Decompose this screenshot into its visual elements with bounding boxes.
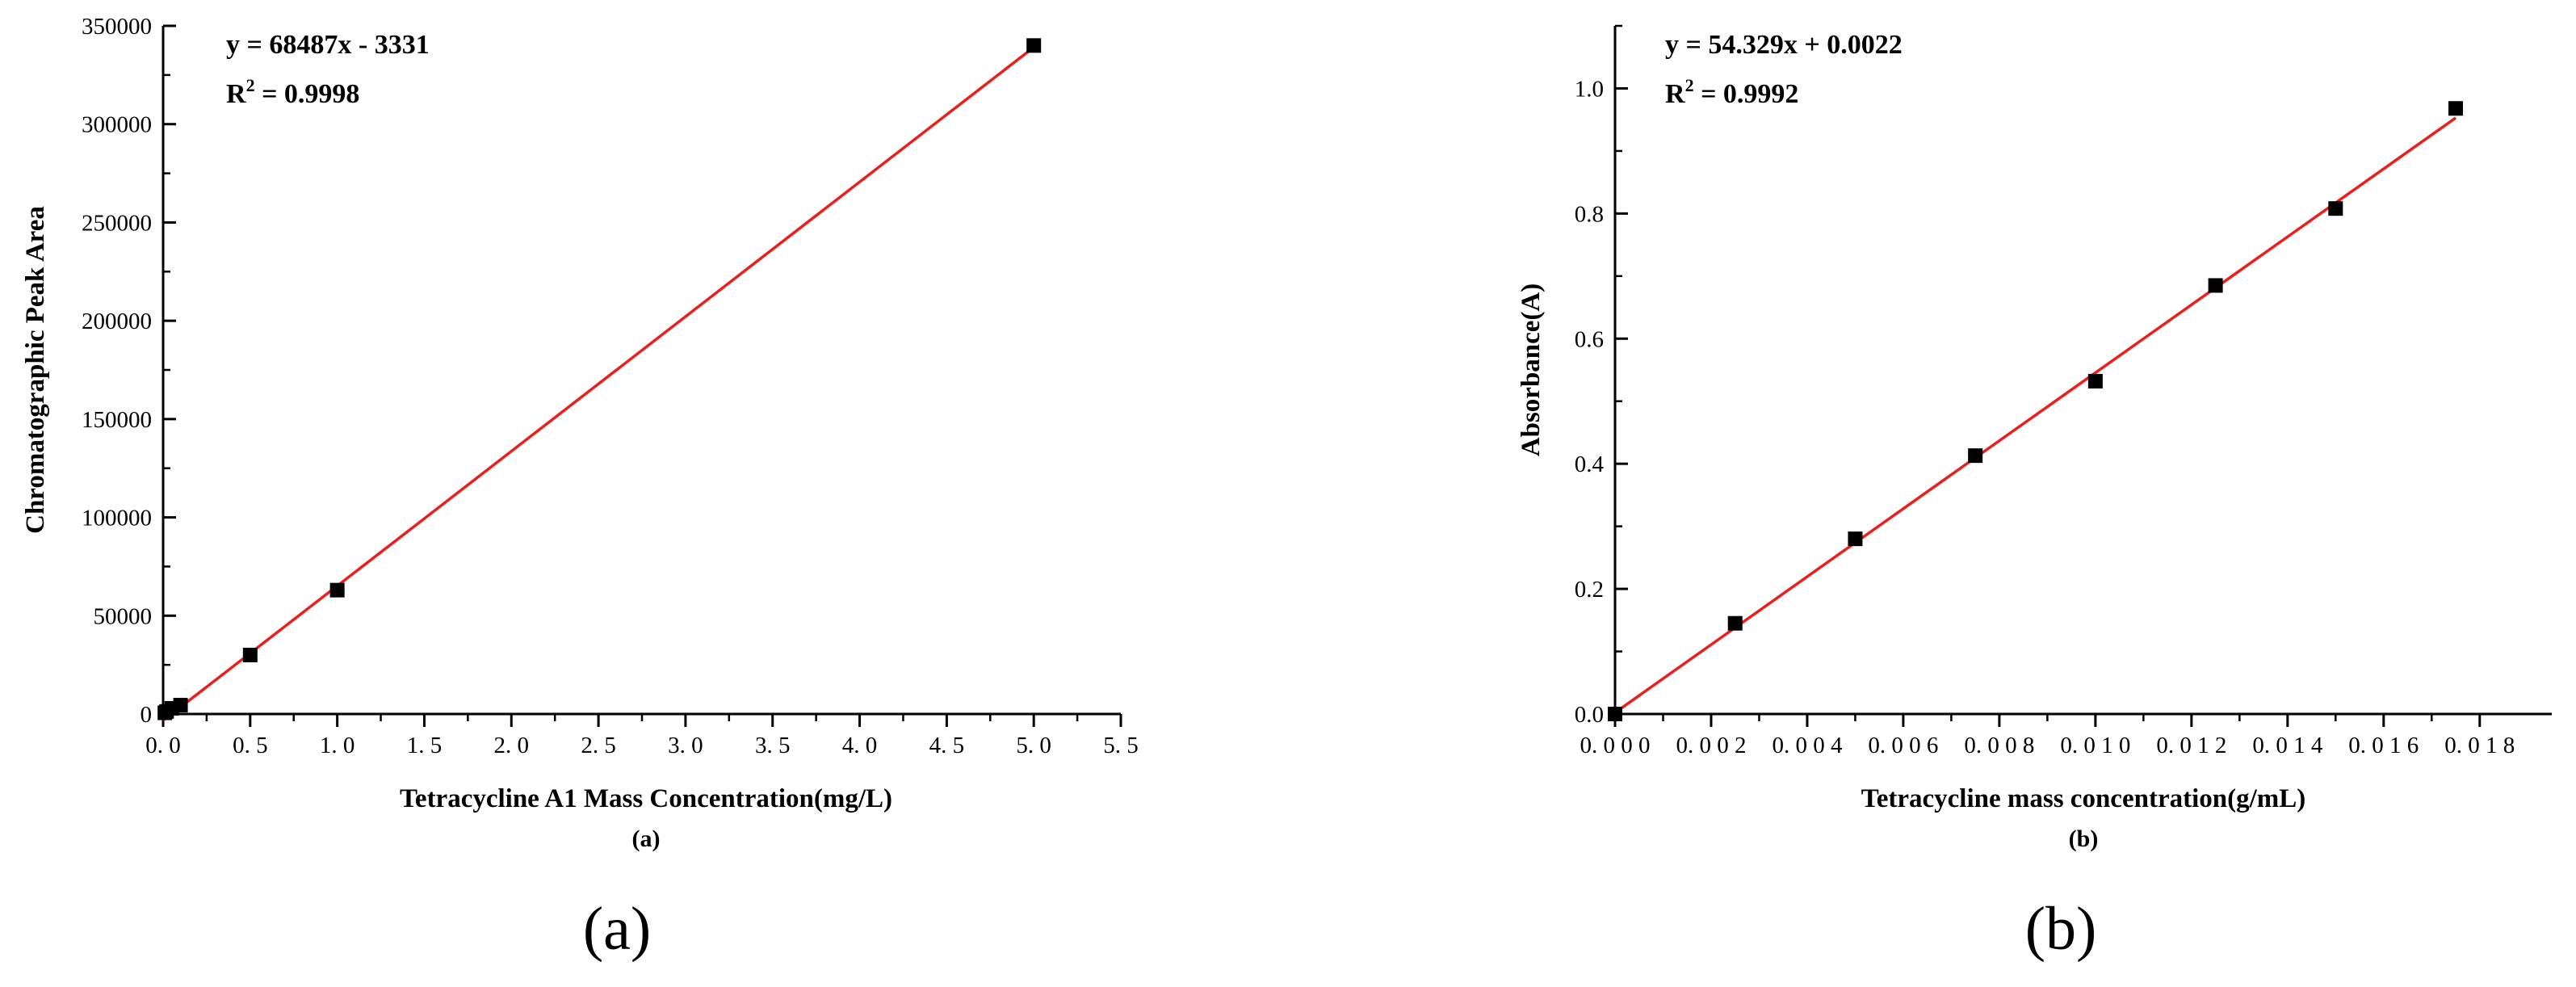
y-tick-label-a: 0	[141, 702, 153, 728]
data-point-a	[242, 647, 258, 662]
y-tick-label-a: 100000	[82, 506, 152, 531]
x-tick-label-a: 3. 0	[668, 733, 703, 758]
panel-label-a: (a)	[583, 895, 651, 963]
y-tick-label-a: 350000	[82, 14, 152, 40]
y-tick-label-a: 150000	[82, 407, 152, 433]
r-squared-a: R2 = 0.9998	[226, 75, 359, 109]
data-point-b	[1848, 531, 1863, 547]
y-tick-label-a: 50000	[94, 603, 153, 629]
y-tick-label-a: 250000	[82, 210, 152, 236]
x-tick-label-b: 0. 0 1 0	[2060, 733, 2130, 758]
y-tick-label-b: 0.6	[1575, 326, 1604, 352]
data-point-a	[1026, 38, 1042, 53]
r-squared-b: R2 = 0.9992	[1665, 75, 1798, 109]
data-point-b	[1608, 707, 1622, 721]
fit-line-b	[1613, 116, 2457, 714]
y-tick-label-b: 1.0	[1575, 76, 1604, 102]
r-squared-symbol-a: R	[226, 79, 246, 109]
x-tick-label-b: 0. 0 1 6	[2348, 733, 2419, 758]
x-tick-label-a: 1. 0	[320, 733, 355, 758]
data-point-b	[2448, 101, 2464, 116]
data-point-b	[2328, 201, 2343, 216]
x-tick-label-a: 1. 5	[407, 733, 443, 758]
r-squared-superscript-b: 2	[1685, 75, 1694, 95]
y-tick-label-b: 0.0	[1575, 702, 1604, 728]
data-point-b	[1727, 615, 1743, 631]
y-axis-title-b: Absorbance(A)	[1517, 284, 1546, 456]
y-tick-label-a: 200000	[82, 309, 152, 334]
x-tick-label-a: 4. 5	[929, 733, 965, 758]
x-tick-label-b: 0. 0 0 6	[1868, 733, 1938, 758]
x-tick-label-a: 0. 5	[233, 733, 268, 758]
x-tick-label-a: 5. 5	[1103, 733, 1139, 758]
x-tick-label-b: 0. 0 0 8	[1964, 733, 2034, 758]
x-tick-label-b: 0. 0 1 8	[2444, 733, 2515, 758]
y-tick-label-b: 0.2	[1575, 577, 1604, 603]
panel-label-b: (b)	[2025, 895, 2097, 963]
y-tick-label-b: 0.4	[1575, 452, 1605, 477]
y-tick-label-b: 0.8	[1575, 201, 1604, 227]
x-tick-label-a: 2. 0	[494, 733, 530, 758]
data-point-a	[173, 698, 188, 713]
x-tick-label-b: 0. 0 0 4	[1772, 733, 1843, 758]
r-squared-superscript-a: 2	[246, 75, 255, 95]
chart-panel-b: 0.0 0.2 0.4 0.6 0.8 1.0 0. 0 0 0 0. 0 0 2 0. 0 0…	[1517, 24, 2552, 963]
x-tick-label-a: 0. 0	[145, 733, 181, 758]
x-tick-label-b: 0. 0 0 2	[1676, 733, 1746, 758]
fit-line-a	[162, 46, 1035, 722]
data-point-a	[329, 582, 345, 598]
chart-panel-a: 0 50000 100000 150000 200000 250000 300000 3500…	[21, 14, 1139, 963]
x-axis-title-b: Tetracycline mass concentration(g/mL)	[1861, 784, 2306, 813]
y-axis-title-a: Chromatographic Peak Area	[21, 206, 50, 534]
data-point-b	[2087, 373, 2103, 388]
data-point-b	[2208, 278, 2223, 293]
y-tick-label-a: 300000	[82, 112, 152, 138]
x-tick-label-b: 0. 0 1 2	[2156, 733, 2226, 758]
r-squared-value-b: = 0.9992	[1694, 79, 1799, 109]
x-tick-label-a: 5. 0	[1016, 733, 1051, 758]
sub-caption-a: (a)	[632, 825, 661, 852]
regression-equation-b: y = 54.329x + 0.0022	[1665, 30, 1903, 60]
x-tick-label-b: 0. 0 1 4	[2252, 733, 2323, 758]
r-squared-value-a: = 0.9998	[255, 79, 360, 109]
x-axis-title-a: Tetracycline A1 Mass Concentration(mg/L)	[400, 784, 892, 813]
x-tick-label-a: 4. 0	[842, 733, 878, 758]
x-tick-label-b: 0. 0 0 0	[1580, 733, 1651, 758]
regression-equation-a: y = 68487x - 3331	[226, 30, 430, 60]
data-point-b	[1968, 448, 1983, 464]
r-squared-symbol-b: R	[1665, 79, 1685, 109]
sub-caption-b: (b)	[2069, 825, 2099, 852]
x-tick-label-a: 3. 5	[755, 733, 791, 758]
x-tick-label-a: 2. 5	[581, 733, 616, 758]
